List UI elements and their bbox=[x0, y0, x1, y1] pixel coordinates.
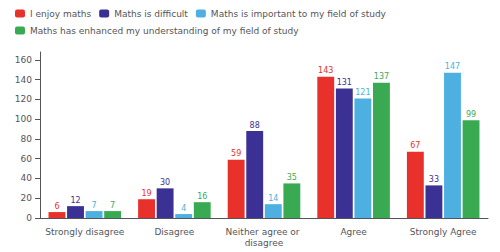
svg-text:Agree: Agree bbox=[340, 227, 367, 237]
svg-text:147: 147 bbox=[445, 62, 460, 71]
svg-text:0: 0 bbox=[26, 213, 32, 223]
svg-text:12: 12 bbox=[70, 196, 80, 205]
svg-text:disagree: disagree bbox=[245, 238, 284, 248]
svg-text:88: 88 bbox=[250, 121, 260, 130]
svg-text:120: 120 bbox=[15, 94, 32, 104]
svg-text:137: 137 bbox=[374, 72, 389, 81]
svg-text:99: 99 bbox=[466, 110, 476, 119]
svg-text:Neither agree or: Neither agree or bbox=[226, 227, 303, 237]
svg-text:Maths is difficult: Maths is difficult bbox=[114, 9, 188, 19]
svg-text:16: 16 bbox=[197, 192, 207, 201]
svg-text:35: 35 bbox=[287, 173, 297, 182]
svg-text:14: 14 bbox=[268, 194, 278, 203]
svg-text:160: 160 bbox=[15, 55, 32, 65]
svg-text:140: 140 bbox=[15, 75, 32, 85]
svg-text:Maths is important to my field: Maths is important to my field of study bbox=[211, 9, 387, 19]
svg-text:143: 143 bbox=[318, 66, 333, 75]
svg-text:60: 60 bbox=[21, 154, 33, 164]
svg-text:131: 131 bbox=[337, 78, 352, 87]
svg-text:Maths has enhanced my understa: Maths has enhanced my understanding of m… bbox=[30, 26, 299, 36]
svg-text:Disagree: Disagree bbox=[154, 227, 194, 237]
svg-text:80: 80 bbox=[21, 134, 33, 144]
svg-text:67: 67 bbox=[410, 141, 420, 150]
svg-text:30: 30 bbox=[160, 178, 170, 187]
svg-text:Strongly disagree: Strongly disagree bbox=[45, 227, 125, 237]
svg-text:6: 6 bbox=[54, 202, 59, 211]
svg-text:7: 7 bbox=[110, 201, 115, 210]
svg-text:I enjoy maths: I enjoy maths bbox=[30, 9, 91, 19]
svg-text:100: 100 bbox=[15, 114, 32, 124]
svg-text:121: 121 bbox=[355, 88, 370, 97]
svg-text:Strongly Agree: Strongly Agree bbox=[410, 227, 477, 237]
svg-text:20: 20 bbox=[21, 193, 33, 203]
svg-text:59: 59 bbox=[231, 149, 241, 158]
svg-text:7: 7 bbox=[92, 201, 97, 210]
svg-text:19: 19 bbox=[141, 189, 151, 198]
svg-text:4: 4 bbox=[181, 204, 186, 213]
svg-text:33: 33 bbox=[429, 175, 439, 184]
svg-text:40: 40 bbox=[21, 173, 33, 183]
